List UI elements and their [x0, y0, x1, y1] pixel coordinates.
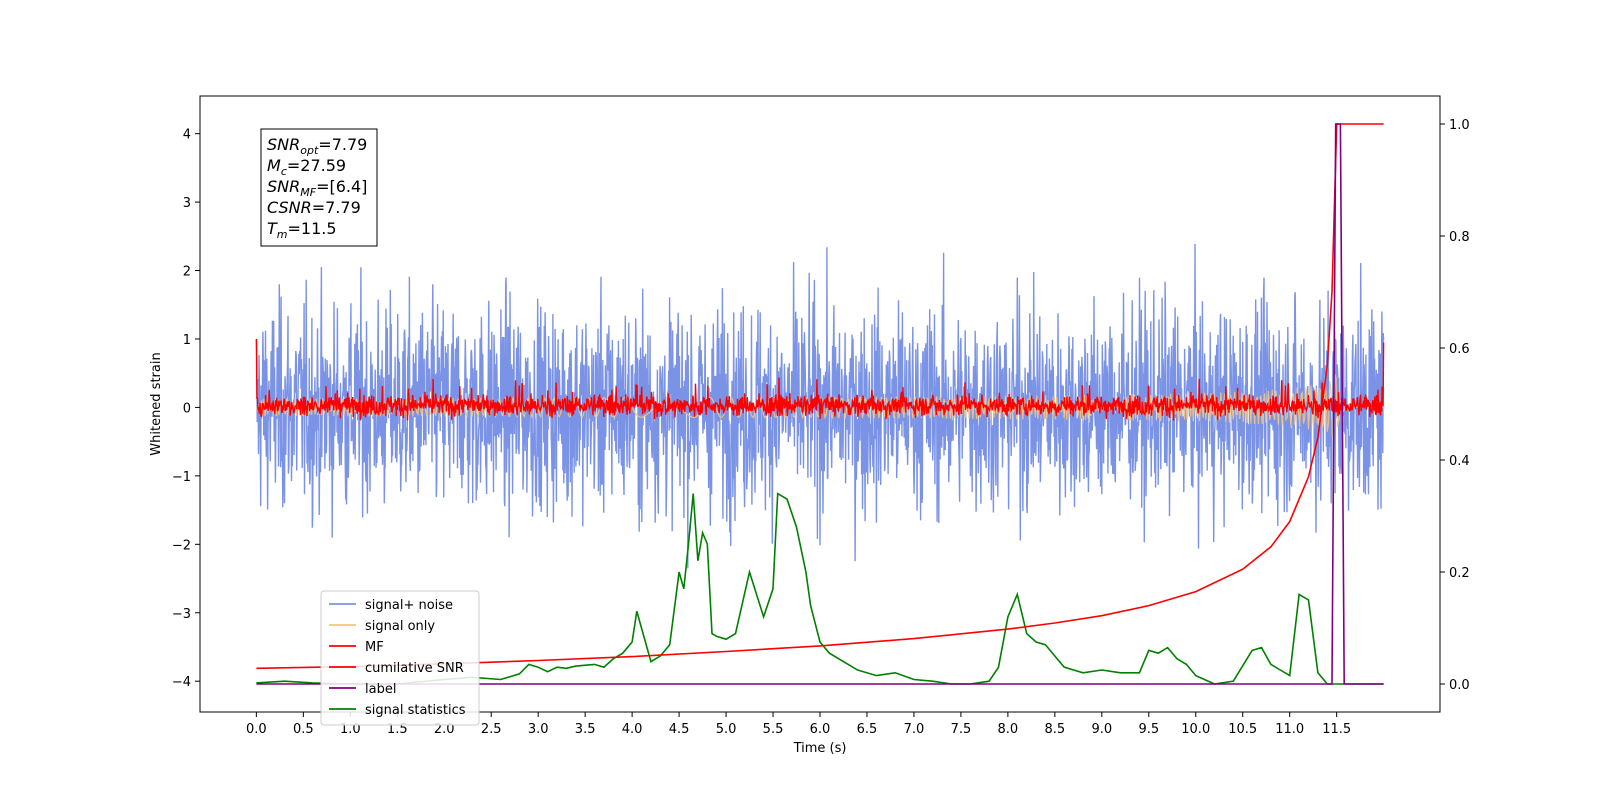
- y-tick-label: −4: [172, 675, 191, 690]
- y2-tick-label: 0.0: [1449, 678, 1470, 693]
- y-tick-label: 2: [183, 265, 191, 280]
- annotation-frame: [260, 128, 378, 247]
- series-line-mf: [255, 338, 1385, 421]
- x-tick-label: 6.0: [810, 722, 831, 737]
- y2-tick-label: 0.8: [1449, 230, 1470, 245]
- series-line-label: [256, 123, 1384, 685]
- series-layer: [255, 123, 1385, 685]
- y-tick-label: 0: [183, 401, 191, 416]
- x-tick-label: 2.0: [434, 722, 455, 737]
- x-tick-label: 4.5: [669, 722, 690, 737]
- legend-label: signal+ noise: [365, 598, 453, 613]
- annotation-line: Mc=27.59: [267, 156, 346, 178]
- y-tick-label: −3: [172, 607, 191, 622]
- y-tick-label: 3: [183, 196, 191, 211]
- y2-tick-label: 0.4: [1449, 454, 1470, 469]
- x-tick-label: 6.5: [857, 722, 878, 737]
- x-axis-title: Time (s): [793, 741, 847, 756]
- x-tick-label: 4.0: [622, 722, 643, 737]
- annotation-line: CSNR=7.79: [267, 198, 361, 217]
- y-axis-left: 4 3 2 1 0 −1 −2 −3 −4: [172, 128, 200, 690]
- x-tick-label: 0.0: [246, 722, 267, 737]
- legend-label: cumilative SNR: [365, 661, 464, 676]
- x-tick-label: 11.0: [1275, 722, 1304, 737]
- legend-label: signal only: [365, 619, 435, 634]
- legend-frame: [320, 590, 480, 726]
- legend-label: MF: [365, 640, 384, 655]
- y2-tick-label: 1.0: [1449, 118, 1470, 133]
- x-tick-label: 1.0: [340, 722, 361, 737]
- x-axis: 0.0 0.5 1.0 1.5 2.0 2.5 3.0 3.5 4.0 4.5 5.0 5.5 6.0 6…: [246, 712, 1351, 737]
- x-tick-label: 2.5: [481, 722, 502, 737]
- legend: signal+ noise signal only MF cumilative SNR…: [320, 590, 480, 726]
- legend-label: label: [365, 682, 396, 697]
- annotation-line: SNRMF=[6.4]: [267, 177, 367, 199]
- x-tick-label: 5.0: [716, 722, 737, 737]
- x-tick-label: 7.0: [904, 722, 925, 737]
- x-tick-label: 1.5: [387, 722, 408, 737]
- y2-tick-label: 0.2: [1449, 566, 1470, 581]
- x-tick-label: 0.5: [293, 722, 314, 737]
- series-line-signal-statistics: [256, 492, 1384, 685]
- legend-label: signal statistics: [365, 703, 466, 718]
- x-tick-label: 7.5: [951, 722, 972, 737]
- x-tick-label: 8.5: [1045, 722, 1066, 737]
- x-tick-label: 3.5: [575, 722, 596, 737]
- x-tick-label: 3.0: [528, 722, 549, 737]
- y-axis-title: Whitened strain: [149, 352, 164, 455]
- annotation-line: Tm=11.5: [267, 219, 337, 241]
- y-tick-label: −1: [172, 470, 191, 485]
- x-tick-label: 9.0: [1091, 722, 1112, 737]
- x-tick-label: 9.5: [1138, 722, 1159, 737]
- y2-tick-label: 0.6: [1449, 342, 1470, 357]
- y-tick-label: 4: [183, 128, 191, 143]
- x-tick-label: 5.5: [763, 722, 784, 737]
- series-line-cumilative-snr: [256, 123, 1384, 670]
- x-tick-label: 10.0: [1181, 722, 1210, 737]
- y-axis-right: 1.0 0.8 0.6 0.4 0.2 0.0: [1440, 118, 1470, 693]
- x-tick-label: 10.5: [1228, 722, 1257, 737]
- y-tick-label: −2: [172, 538, 191, 553]
- x-tick-label: 11.5: [1322, 722, 1351, 737]
- y-tick-label: 1: [183, 333, 191, 348]
- annotation-line: SNRopt=7.79: [267, 135, 367, 157]
- x-tick-label: 8.0: [998, 722, 1019, 737]
